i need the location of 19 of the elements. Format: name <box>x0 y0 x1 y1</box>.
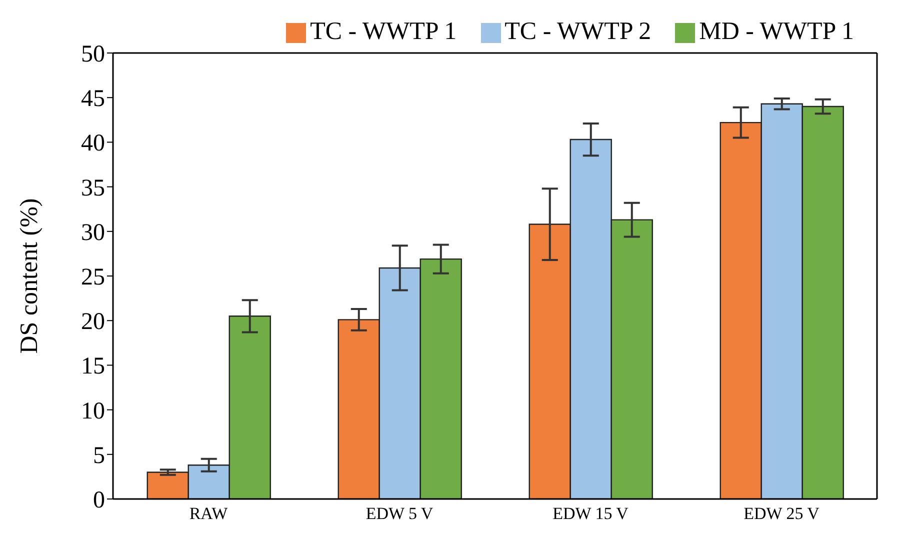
legend-label: TC - WWTP 2 <box>504 18 652 45</box>
y-tick-label: 15 <box>81 354 105 380</box>
x-tick-label: EDW 5 V <box>366 504 434 524</box>
legend-label: MD - WWTP 1 <box>699 18 854 45</box>
y-tick-label: 50 <box>81 42 105 68</box>
y-tick-label: 30 <box>81 220 105 246</box>
y-tick-label: 10 <box>81 398 105 424</box>
y-tick-label: 5 <box>93 442 105 469</box>
y-axis-title: DS content (%) <box>16 198 43 354</box>
legend-label: TC - WWTP 1 <box>310 18 457 45</box>
y-tick-label: 25 <box>81 264 105 291</box>
y-tick-label: 0 <box>93 488 105 514</box>
y-tick-label: 40 <box>81 130 105 157</box>
x-tick-label: RAW <box>189 504 229 524</box>
y-tick-label: 20 <box>81 309 105 336</box>
x-tick-label: EDW 25 V <box>744 504 820 524</box>
x-tick-label: EDW 15 V <box>552 504 630 524</box>
y-tick-label: 45 <box>81 86 105 112</box>
y-tick-label: 35 <box>81 175 105 202</box>
